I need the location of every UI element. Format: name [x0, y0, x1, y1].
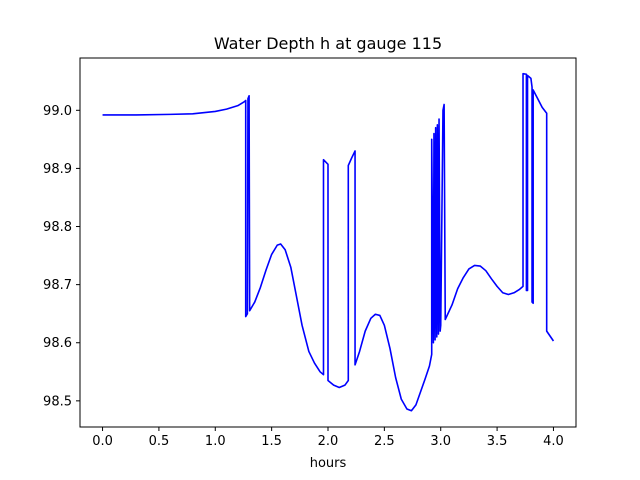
y-tick-label: 98.5 — [43, 394, 72, 409]
x-tick-label: 2.0 — [318, 434, 339, 449]
y-tick-label: 98.8 — [43, 220, 72, 235]
x-axis-label: hours — [310, 456, 347, 471]
plot-area — [102, 72, 555, 412]
x-tick-label: 0.0 — [92, 434, 113, 449]
x-tick-label: 0.5 — [149, 434, 170, 449]
x-tick-label: 3.5 — [487, 434, 508, 449]
x-tick-label: 2.5 — [374, 434, 395, 449]
y-tick-label: 99.0 — [43, 104, 72, 119]
x-tick-label: 4.0 — [543, 434, 564, 449]
x-tick-label: 1.5 — [261, 434, 282, 449]
series-line-0 — [102, 72, 555, 412]
y-tick-label: 98.7 — [43, 278, 72, 293]
y-tick-label: 98.6 — [43, 336, 72, 351]
y-axis: 98.5 98.6 98.7 98.8 98.9 99.0 — [43, 104, 80, 409]
y-tick-label: 98.9 — [43, 162, 72, 177]
x-tick-label: 1.0 — [205, 434, 226, 449]
chart-title: Water Depth h at gauge 115 — [214, 34, 442, 53]
x-axis: 0.0 0.5 1.0 1.5 2.0 2.5 3.0 3.5 4.0 — [92, 427, 564, 449]
x-tick-label: 3.0 — [430, 434, 451, 449]
